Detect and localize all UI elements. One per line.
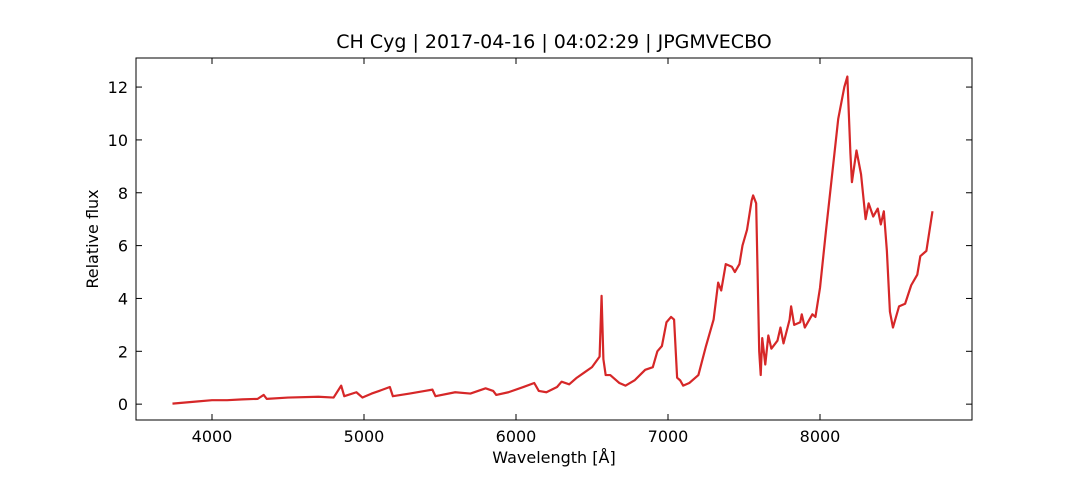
y-tick-label: 2	[118, 342, 128, 361]
y-axis-label: Relative flux	[83, 189, 102, 288]
plot-frame	[135, 57, 973, 421]
y-tick-label: 0	[118, 395, 128, 414]
y-tick-label: 8	[118, 184, 128, 203]
y-tick-label: 4	[118, 289, 128, 308]
x-axis-label: Wavelength [Å]	[492, 448, 615, 467]
y-tick-label: 10	[108, 131, 128, 150]
x-tick-label: 4000	[192, 427, 233, 446]
x-tick-label: 8000	[800, 427, 841, 446]
spectrum-line	[172, 75, 934, 405]
x-tick-label: 6000	[496, 427, 537, 446]
chart-title: CH Cyg | 2017-04-16 | 04:02:29 | JPGMVEC…	[336, 31, 771, 53]
x-tick-label: 5000	[344, 427, 385, 446]
y-tick-label: 12	[108, 78, 128, 97]
x-tick-label: 7000	[648, 427, 689, 446]
y-tick-label: 6	[118, 237, 128, 256]
